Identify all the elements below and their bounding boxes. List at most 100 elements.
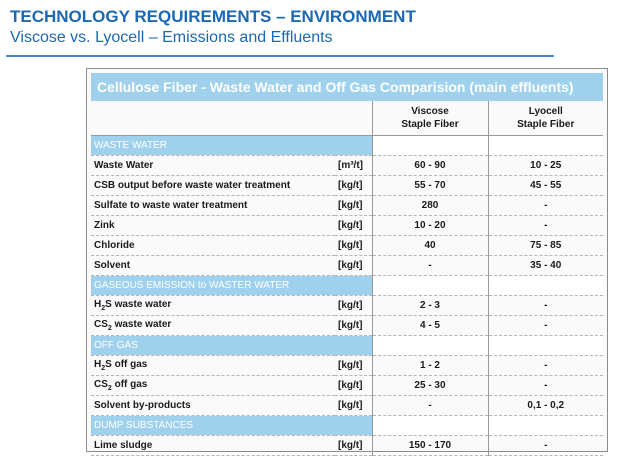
row-lyocell-value: - xyxy=(487,375,603,396)
row-parameter: Waste Water xyxy=(91,155,335,176)
table-banner: Cellulose Fiber - Waste Water and Off Ga… xyxy=(91,73,603,101)
row-lyocell-value: - xyxy=(487,435,603,456)
page-title: TECHNOLOGY REQUIREMENTS – ENVIRONMENT xyxy=(10,7,416,26)
table-row: Solvent by-products [kg/t] -0,1 - 0,2 xyxy=(91,395,603,416)
row-parameter: CSB output before waste water treatment xyxy=(91,175,335,196)
row-unit: [kg/t] xyxy=(335,355,372,376)
param-text: CS xyxy=(94,318,108,330)
column-header-lyocell-line1: Lyocell xyxy=(528,105,563,117)
section-lyocell-cell xyxy=(487,275,603,296)
table-row: Waste Water [m³/t] 60 - 90 10 - 25 xyxy=(91,155,603,176)
row-viscose-value: 55 - 70 xyxy=(371,175,488,196)
row-parameter: Chloride xyxy=(91,235,335,256)
param-subscript: 2 xyxy=(101,304,106,312)
param-text: H xyxy=(94,298,102,310)
row-viscose-value: 2 - 3 xyxy=(371,295,488,316)
row-viscose-value: 10 - 20 xyxy=(371,215,488,236)
row-parameter: H2S waste water xyxy=(91,295,335,316)
row-viscose-value: 25 - 30 xyxy=(371,375,488,396)
row-parameter: Lime sludge xyxy=(91,435,335,456)
row-lyocell-value: 10 - 25 xyxy=(487,155,603,176)
row-unit: [kg/t] xyxy=(335,295,372,316)
row-parameter: CS2 waste water xyxy=(91,315,335,336)
row-parameter: Solvent xyxy=(91,255,335,276)
row-parameter: Zink xyxy=(91,215,335,236)
table-row: Solvent [kg/t] -35 - 40 xyxy=(91,255,603,276)
row-lyocell-value: - xyxy=(487,195,603,216)
table-row: Sulfate to waste water treatment [kg/t] 28… xyxy=(91,195,603,216)
table-row: Lime sludge [kg/t] 150 - 170- xyxy=(91,435,603,456)
table-row: Zink [kg/t] 10 - 20- xyxy=(91,215,603,236)
table-row: CS2 waste water [kg/t] 4 - 5- xyxy=(91,315,603,336)
column-header-lyocell: Lyocell Staple Fiber xyxy=(487,101,603,136)
row-lyocell-value: - xyxy=(487,355,603,376)
row-lyocell-value: 35 - 40 xyxy=(487,255,603,276)
row-viscose-value: 1 - 2 xyxy=(371,355,488,376)
row-viscose-value: 280 xyxy=(371,195,488,216)
row-viscose-value: - xyxy=(371,395,488,416)
param-subscript: 2 xyxy=(107,384,112,392)
section-title: DUMP SUBSTANCES xyxy=(91,415,372,436)
param-text: CS xyxy=(94,378,108,390)
section-lyocell-cell xyxy=(487,135,603,156)
page-subtitle: Viscose vs. Lyocell – Emissions and Effl… xyxy=(10,29,333,46)
table-row: Chloride [kg/t] 40 75 - 85 xyxy=(91,235,603,256)
row-viscose-value: 4 - 5 xyxy=(371,315,488,336)
param-text: H xyxy=(94,358,102,370)
header-blank-cell xyxy=(91,101,335,136)
row-unit: [kg/t] xyxy=(335,395,372,416)
row-viscose-value: - xyxy=(371,255,488,276)
section-row: GASEOUS EMISSION to WASTER WATER xyxy=(91,275,603,296)
column-header-viscose-line2: Staple Fiber xyxy=(401,118,459,130)
comparison-table-frame: Cellulose Fiber - Waste Water and Off Ga… xyxy=(86,68,608,456)
section-viscose-cell xyxy=(371,335,488,356)
row-unit: [kg/t] xyxy=(335,195,372,216)
table-row: CSB output before waste water treatment[… xyxy=(91,175,603,196)
row-unit: [kg/t] xyxy=(335,375,372,396)
row-parameter: H2S off gas xyxy=(91,355,335,376)
table-row: CS2 off gas [kg/t] 25 - 30- xyxy=(91,375,603,396)
row-unit: [kg/t] xyxy=(335,175,372,196)
comparison-table: Viscose Staple Fiber Lyocell Staple Fibe… xyxy=(91,101,603,456)
param-subscript: 2 xyxy=(101,364,106,372)
row-parameter: Sulfate to waste water treatment xyxy=(91,195,335,216)
row-lyocell-value: - xyxy=(487,215,603,236)
row-parameter: CS2 off gas xyxy=(91,375,335,396)
column-header-viscose: Viscose Staple Fiber xyxy=(371,101,488,136)
row-viscose-value: 60 - 90 xyxy=(371,155,488,176)
param-text: off gas xyxy=(111,378,148,390)
title-underline xyxy=(6,55,554,57)
row-lyocell-value: - xyxy=(487,295,603,316)
header-unit-blank-cell xyxy=(335,101,372,136)
row-unit: [kg/t] xyxy=(335,315,372,336)
row-parameter: Solvent by-products xyxy=(91,395,335,416)
row-lyocell-value: 0,1 - 0,2 xyxy=(487,395,603,416)
table-header-row: Viscose Staple Fiber Lyocell Staple Fibe… xyxy=(91,101,603,136)
table-row: H2S waste water [kg/t] 2 - 3- xyxy=(91,295,603,316)
row-unit: [kg/t] xyxy=(335,215,372,236)
section-row: OFF GAS xyxy=(91,335,603,356)
column-header-viscose-line1: Viscose xyxy=(411,105,449,117)
section-viscose-cell xyxy=(371,275,488,296)
row-unit: [kg/t] xyxy=(335,255,372,276)
row-viscose-value: 150 - 170 xyxy=(371,435,488,456)
param-text: waste water xyxy=(111,318,172,330)
section-lyocell-cell xyxy=(487,415,603,436)
section-viscose-cell xyxy=(371,415,488,436)
section-title: WASTE WATER xyxy=(91,135,372,156)
section-row: DUMP SUBSTANCES xyxy=(91,415,603,436)
row-unit: [kg/t] xyxy=(335,235,372,256)
section-lyocell-cell xyxy=(487,335,603,356)
row-unit: [kg/t] xyxy=(335,435,372,456)
section-viscose-cell xyxy=(371,135,488,156)
table-row: H2S off gas [kg/t] 1 - 2- xyxy=(91,355,603,376)
row-lyocell-value: - xyxy=(487,315,603,336)
param-text: S waste water xyxy=(105,298,172,310)
param-subscript: 2 xyxy=(107,324,112,332)
column-header-lyocell-line2: Staple Fiber xyxy=(517,118,575,130)
row-unit: [m³/t] xyxy=(335,155,372,176)
section-row: WASTE WATER xyxy=(91,135,603,156)
row-lyocell-value: 75 - 85 xyxy=(487,235,603,256)
row-viscose-value: 40 xyxy=(371,235,488,256)
section-title: OFF GAS xyxy=(91,335,372,356)
